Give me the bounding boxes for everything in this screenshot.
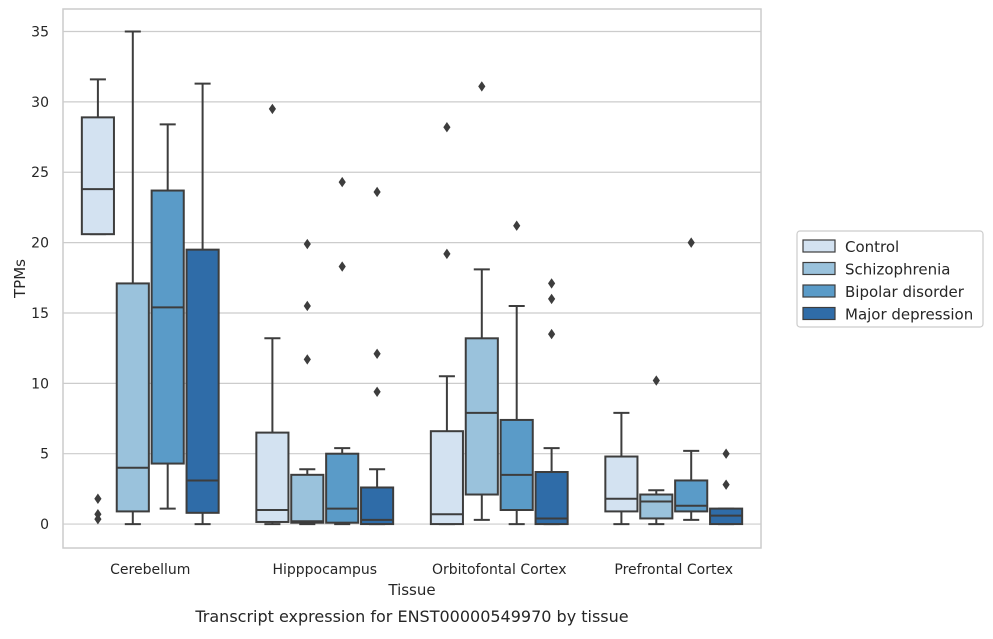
legend-box bbox=[796, 230, 984, 328]
y-tick-label: 35 bbox=[31, 25, 49, 41]
outlier-point bbox=[373, 386, 381, 397]
box-group bbox=[255, 103, 290, 526]
x-tick-label: Orbitofontal Cortex bbox=[432, 562, 567, 578]
outlier-point bbox=[338, 261, 346, 272]
x-tick-label: Hipppocampus bbox=[272, 562, 377, 578]
y-tick-label: 20 bbox=[31, 236, 49, 252]
legend-swatch bbox=[802, 306, 836, 321]
box-group bbox=[360, 186, 395, 526]
box-group bbox=[325, 176, 360, 526]
outlier-point bbox=[687, 237, 695, 248]
x-tick-label: Prefrontal Cortex bbox=[614, 562, 733, 578]
outlier-point bbox=[94, 493, 102, 504]
y-axis-ticks: 0 5 10 15 20 25 30 35 bbox=[31, 25, 49, 534]
box bbox=[185, 248, 220, 514]
box-group bbox=[150, 123, 185, 510]
legend-label: Schizophrenia bbox=[845, 261, 950, 279]
outlier-point bbox=[373, 186, 381, 198]
box-group bbox=[115, 30, 150, 526]
box bbox=[255, 431, 290, 523]
outlier-point bbox=[303, 300, 311, 312]
box-group bbox=[639, 375, 674, 526]
box bbox=[604, 455, 639, 513]
box bbox=[150, 189, 185, 465]
plot-area bbox=[80, 30, 744, 526]
chart-caption: Transcript expression for ENST0000054997… bbox=[194, 607, 628, 626]
x-axis-ticks: Cerebellum Hipppocampus Orbitofontal Corte… bbox=[110, 562, 733, 578]
box-group bbox=[709, 448, 744, 526]
outlier-point bbox=[652, 375, 660, 386]
box-group bbox=[80, 78, 115, 525]
x-tick-label: Cerebellum bbox=[110, 562, 190, 578]
outlier-point bbox=[94, 513, 102, 525]
box bbox=[464, 337, 499, 496]
y-axis-label: TPMs bbox=[11, 259, 29, 299]
box bbox=[360, 486, 395, 526]
box bbox=[499, 418, 534, 512]
outlier-point bbox=[513, 220, 521, 231]
box-group bbox=[464, 81, 499, 521]
box-group bbox=[499, 220, 534, 526]
outlier-point bbox=[443, 248, 451, 260]
outlier-point bbox=[303, 238, 311, 250]
x-axis-label: Tissue bbox=[387, 581, 435, 599]
y-tick-label: 0 bbox=[40, 517, 49, 533]
outlier-point bbox=[338, 176, 346, 188]
y-tick-label: 30 bbox=[31, 95, 49, 111]
legend-label: Major depression bbox=[845, 306, 973, 324]
legend: Control Schizophrenia Bipolar disorder Majo… bbox=[796, 230, 984, 328]
outlier-point bbox=[548, 293, 556, 305]
plot-frame bbox=[62, 8, 762, 549]
outlier-point bbox=[268, 103, 276, 115]
y-tick-label: 25 bbox=[31, 165, 49, 181]
box bbox=[639, 493, 674, 520]
y-tick-label: 5 bbox=[40, 447, 49, 463]
box-group bbox=[534, 278, 569, 526]
box bbox=[534, 471, 569, 526]
outlier-point bbox=[548, 328, 556, 340]
outlier-point bbox=[478, 81, 486, 92]
legend-swatch bbox=[802, 261, 836, 276]
box bbox=[325, 452, 360, 524]
box-group bbox=[429, 122, 464, 526]
legend-swatch bbox=[802, 284, 836, 298]
box-group bbox=[674, 237, 709, 521]
box bbox=[429, 430, 464, 526]
y-tick-label: 15 bbox=[31, 306, 49, 322]
outlier-point bbox=[303, 354, 311, 365]
box bbox=[80, 116, 115, 236]
box bbox=[290, 473, 325, 524]
legend-swatch bbox=[802, 239, 836, 253]
box-group bbox=[604, 411, 639, 526]
outlier-point bbox=[443, 122, 451, 133]
outlier-point bbox=[373, 348, 381, 359]
outlier-point bbox=[722, 448, 730, 459]
legend-label: Bipolar disorder bbox=[845, 283, 965, 301]
outlier-point bbox=[722, 479, 730, 490]
box-group bbox=[185, 82, 220, 526]
y-tick-label: 10 bbox=[31, 376, 49, 392]
box bbox=[115, 282, 150, 513]
legend-label: Control bbox=[845, 238, 899, 256]
outlier-point bbox=[548, 278, 556, 289]
box-group bbox=[290, 238, 325, 526]
